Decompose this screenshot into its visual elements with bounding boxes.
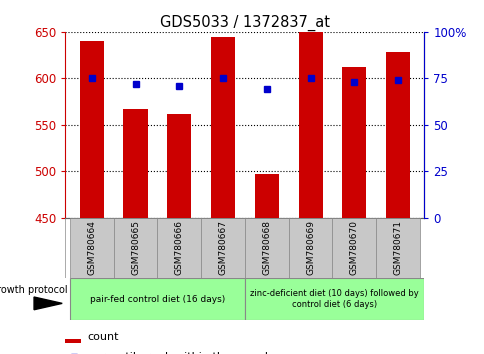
Bar bbox=[65, 339, 80, 343]
Text: GSM780670: GSM780670 bbox=[349, 220, 358, 275]
Bar bbox=[385, 52, 409, 218]
Bar bbox=[201, 218, 244, 278]
Bar bbox=[211, 36, 235, 218]
Bar bbox=[332, 218, 376, 278]
Text: GSM780671: GSM780671 bbox=[393, 220, 402, 275]
Text: count: count bbox=[87, 332, 118, 342]
Text: GSM780668: GSM780668 bbox=[262, 220, 271, 275]
Bar bbox=[70, 278, 244, 320]
Bar bbox=[113, 218, 157, 278]
Text: GSM780665: GSM780665 bbox=[131, 220, 140, 275]
Title: GDS5033 / 1372837_at: GDS5033 / 1372837_at bbox=[160, 14, 329, 30]
Text: GSM780669: GSM780669 bbox=[305, 220, 315, 275]
Bar bbox=[123, 109, 147, 218]
Text: GSM780664: GSM780664 bbox=[87, 220, 96, 275]
Bar bbox=[342, 67, 365, 218]
Bar bbox=[298, 31, 322, 218]
Bar bbox=[244, 218, 288, 278]
Bar bbox=[79, 41, 104, 218]
Bar bbox=[244, 278, 424, 320]
Bar bbox=[288, 218, 332, 278]
Text: GSM780666: GSM780666 bbox=[174, 220, 183, 275]
Text: zinc-deficient diet (10 days) followed by
control diet (6 days): zinc-deficient diet (10 days) followed b… bbox=[250, 290, 418, 309]
Bar bbox=[157, 218, 201, 278]
Text: growth protocol: growth protocol bbox=[0, 285, 68, 295]
Text: percentile rank within the sample: percentile rank within the sample bbox=[87, 352, 274, 354]
Bar bbox=[167, 114, 191, 218]
Bar bbox=[70, 218, 113, 278]
Bar bbox=[254, 174, 278, 218]
Polygon shape bbox=[34, 297, 62, 310]
Bar bbox=[376, 218, 419, 278]
Text: pair-fed control diet (16 days): pair-fed control diet (16 days) bbox=[90, 295, 225, 304]
Text: GSM780667: GSM780667 bbox=[218, 220, 227, 275]
